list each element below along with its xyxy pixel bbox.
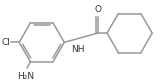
Text: H₂N: H₂N [17, 72, 34, 81]
Text: Cl: Cl [1, 38, 10, 47]
Text: O: O [94, 5, 101, 14]
Text: NH: NH [71, 45, 85, 54]
